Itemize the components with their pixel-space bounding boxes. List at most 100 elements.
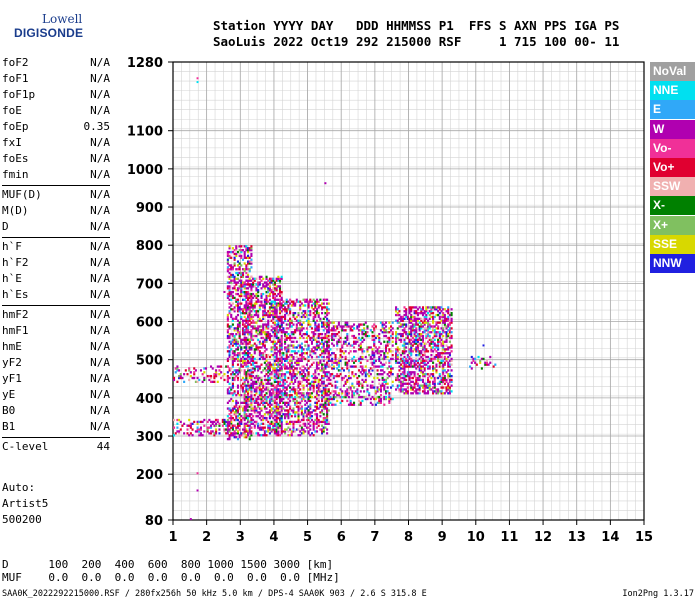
echo-point xyxy=(258,357,261,361)
echo-point xyxy=(228,327,231,330)
y-tick-label: 600 xyxy=(136,316,163,331)
echo-point xyxy=(445,327,448,330)
echo-point xyxy=(206,428,209,431)
echo-point xyxy=(430,376,433,380)
echo-point xyxy=(248,247,251,250)
echo-point xyxy=(252,382,255,385)
echo-point xyxy=(410,346,413,349)
echo-point xyxy=(314,338,317,342)
echo-point xyxy=(280,365,283,368)
echo-point xyxy=(386,331,389,334)
echo-point xyxy=(423,311,426,315)
echo-point xyxy=(327,371,330,374)
echo-point xyxy=(406,315,409,319)
echo-point xyxy=(268,302,271,305)
echo-point xyxy=(359,348,362,351)
param-row: B1 N/A xyxy=(2,420,110,436)
echo-point xyxy=(442,392,445,395)
echo-point xyxy=(262,340,265,343)
echo-point xyxy=(240,264,243,267)
echo-point xyxy=(300,323,303,326)
echo-point xyxy=(181,424,184,427)
echo-point xyxy=(391,384,394,387)
echo-point xyxy=(280,359,283,363)
echo-point xyxy=(255,422,258,425)
echo-point xyxy=(267,321,270,324)
echo-point xyxy=(235,338,238,342)
echo-point xyxy=(285,334,288,338)
echo-point xyxy=(413,382,416,385)
echo-point xyxy=(273,394,277,397)
echo-point xyxy=(240,308,243,311)
echo-point xyxy=(327,311,330,315)
echo-point xyxy=(445,310,448,313)
echo-point xyxy=(238,271,241,275)
echo-point xyxy=(351,371,354,374)
echo-point xyxy=(268,413,271,416)
echo-point xyxy=(410,327,413,330)
echo-point xyxy=(280,302,283,305)
echo-point xyxy=(252,422,255,425)
echo-point xyxy=(349,327,352,330)
echo-point xyxy=(292,357,295,361)
echo-point xyxy=(430,353,433,357)
echo-point xyxy=(474,361,477,364)
echo-point xyxy=(322,392,325,395)
echo-point xyxy=(425,306,428,309)
echo-point xyxy=(238,325,241,328)
echo-point xyxy=(198,432,201,435)
echo-point xyxy=(366,350,369,353)
echo-point xyxy=(428,313,431,317)
echo-point xyxy=(253,325,256,328)
echo-point xyxy=(447,329,450,332)
echo-point xyxy=(258,319,261,322)
echo-point xyxy=(329,401,332,404)
echo-point xyxy=(319,382,322,385)
echo-point xyxy=(421,373,425,376)
echo-point xyxy=(391,321,394,324)
echo-point xyxy=(388,350,391,353)
echo-point xyxy=(400,388,403,391)
echo-point xyxy=(358,369,361,372)
echo-point xyxy=(250,382,253,385)
echo-point xyxy=(267,319,270,322)
echo-point xyxy=(273,380,277,383)
echo-point xyxy=(277,380,280,383)
echo-point xyxy=(415,367,418,370)
param-separator xyxy=(2,237,110,238)
echo-point xyxy=(250,374,253,378)
echo-point xyxy=(243,331,246,334)
echo-point xyxy=(292,386,295,389)
echo-point xyxy=(275,432,278,435)
echo-point xyxy=(331,332,334,336)
echo-point xyxy=(428,334,431,338)
echo-point xyxy=(420,369,423,372)
echo-point xyxy=(295,319,298,322)
echo-point xyxy=(231,287,234,290)
echo-point xyxy=(258,428,261,431)
echo-point xyxy=(295,401,298,404)
echo-point xyxy=(305,369,308,372)
echo-point xyxy=(273,371,277,374)
echo-point xyxy=(191,422,194,425)
echo-point xyxy=(277,359,280,363)
echo-point xyxy=(196,376,199,380)
echo-point xyxy=(326,378,329,382)
echo-point xyxy=(314,329,317,332)
footer-info: SAA0K_2022292215000.RSF / 280fx256h 50 k… xyxy=(2,589,427,599)
echo-point xyxy=(282,374,285,378)
version-label: Ion2Png 1.3.17 xyxy=(622,589,694,599)
echo-point xyxy=(230,422,233,425)
echo-point xyxy=(411,329,414,332)
echo-point xyxy=(447,334,450,338)
echo-point xyxy=(260,415,263,418)
echo-point xyxy=(253,405,256,408)
echo-point xyxy=(319,348,322,351)
echo-point xyxy=(216,420,219,424)
echo-point xyxy=(231,386,234,389)
echo-point xyxy=(297,409,300,412)
echo-point xyxy=(215,422,218,425)
echo-point xyxy=(284,390,287,393)
echo-point xyxy=(352,355,356,359)
echo-point xyxy=(243,363,246,366)
